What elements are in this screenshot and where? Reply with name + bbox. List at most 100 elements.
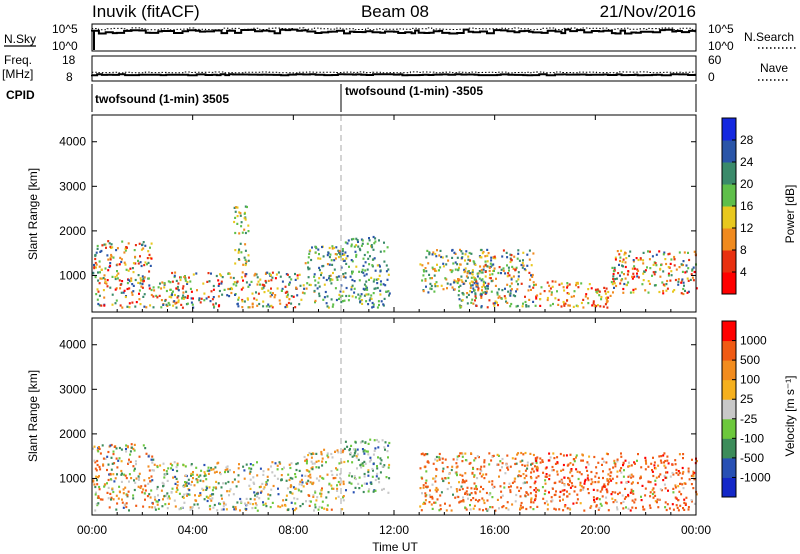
data-cell (124, 249, 127, 252)
data-cell (590, 478, 593, 481)
data-cell (133, 467, 136, 470)
data-cell (386, 246, 389, 249)
data-cell (507, 486, 510, 489)
data-cell (109, 256, 112, 259)
data-cell (422, 486, 425, 489)
data-cell (518, 489, 521, 492)
data-cell (267, 289, 270, 292)
data-cell (227, 480, 230, 484)
data-cell (421, 264, 424, 267)
data-cell (238, 463, 240, 466)
data-cell (221, 276, 224, 279)
data-cell (606, 306, 609, 309)
data-cell (266, 479, 269, 482)
data-cell (148, 253, 151, 256)
data-cell (366, 251, 369, 254)
data-cell (303, 287, 306, 290)
data-cell (255, 273, 258, 276)
data-cell (424, 495, 427, 498)
data-cell (507, 266, 510, 269)
data-cell (246, 503, 249, 506)
data-cell (645, 461, 647, 464)
x-tick-label: 00:00 (681, 523, 711, 537)
data-cell (131, 293, 134, 296)
data-cell (474, 263, 477, 266)
data-cell (428, 273, 431, 276)
data-cell (604, 485, 607, 488)
data-cell (357, 482, 360, 485)
data-cell (186, 302, 189, 305)
data-cell (576, 498, 579, 501)
data-cell (218, 289, 221, 293)
data-cell (633, 461, 636, 464)
data-cell (125, 444, 128, 447)
data-cell (470, 499, 473, 502)
data-cell (592, 300, 595, 303)
data-cell (506, 466, 509, 469)
data-cell (102, 277, 105, 280)
data-cell (493, 269, 495, 272)
data-cell (482, 488, 485, 491)
data-cell (142, 247, 145, 250)
data-cell (351, 278, 354, 282)
data-cell (530, 471, 533, 474)
data-cell (127, 242, 130, 245)
colorbar-tick-label: 8 (740, 243, 747, 257)
data-cell (341, 451, 344, 454)
data-cell (125, 505, 128, 509)
data-cell (272, 484, 275, 488)
data-cell (361, 448, 364, 451)
data-cell (555, 490, 557, 493)
data-cell (527, 305, 530, 308)
data-cell (647, 480, 650, 484)
data-cell (469, 286, 472, 289)
data-cell (256, 304, 259, 307)
data-cell (378, 303, 380, 307)
data-cell (520, 501, 523, 505)
data-cell (104, 267, 107, 270)
data-cell (288, 281, 291, 284)
data-cell (379, 457, 382, 460)
data-cell (128, 480, 130, 483)
data-cell (295, 462, 298, 466)
data-cell (322, 276, 325, 279)
data-cell (496, 301, 498, 304)
data-cell (562, 463, 565, 467)
data-cell (229, 469, 231, 472)
data-cell (506, 283, 509, 286)
data-cell (356, 239, 359, 242)
data-cell (262, 305, 265, 308)
data-cell (120, 291, 123, 294)
data-cell (276, 468, 279, 471)
data-cell (256, 509, 259, 512)
data-cell (323, 296, 326, 299)
data-cell (457, 278, 459, 281)
data-cell (351, 270, 354, 273)
data-cell (234, 231, 237, 235)
data-cell (271, 461, 274, 464)
data-cell (372, 462, 375, 466)
data-cell (486, 260, 489, 263)
data-cell (210, 290, 213, 293)
data-cell (142, 280, 145, 283)
data-cell (383, 260, 386, 263)
data-cell (693, 270, 696, 274)
data-cell (519, 460, 522, 463)
data-cell (96, 463, 99, 467)
data-cell (365, 273, 368, 276)
data-cell (346, 242, 349, 245)
data-cell (485, 473, 488, 476)
data-cell (144, 498, 146, 501)
data-cell (204, 474, 207, 477)
data-cell (315, 452, 318, 455)
data-cell (668, 252, 671, 255)
data-cell (354, 448, 357, 451)
data-cell (551, 285, 554, 288)
velocity-ylabel: Slant Range [km] (26, 370, 40, 462)
data-cell (682, 260, 685, 263)
data-cell (602, 476, 604, 480)
data-cell (263, 284, 266, 287)
data-cell (253, 498, 256, 501)
data-cell (612, 291, 614, 294)
data-cell (318, 285, 321, 288)
